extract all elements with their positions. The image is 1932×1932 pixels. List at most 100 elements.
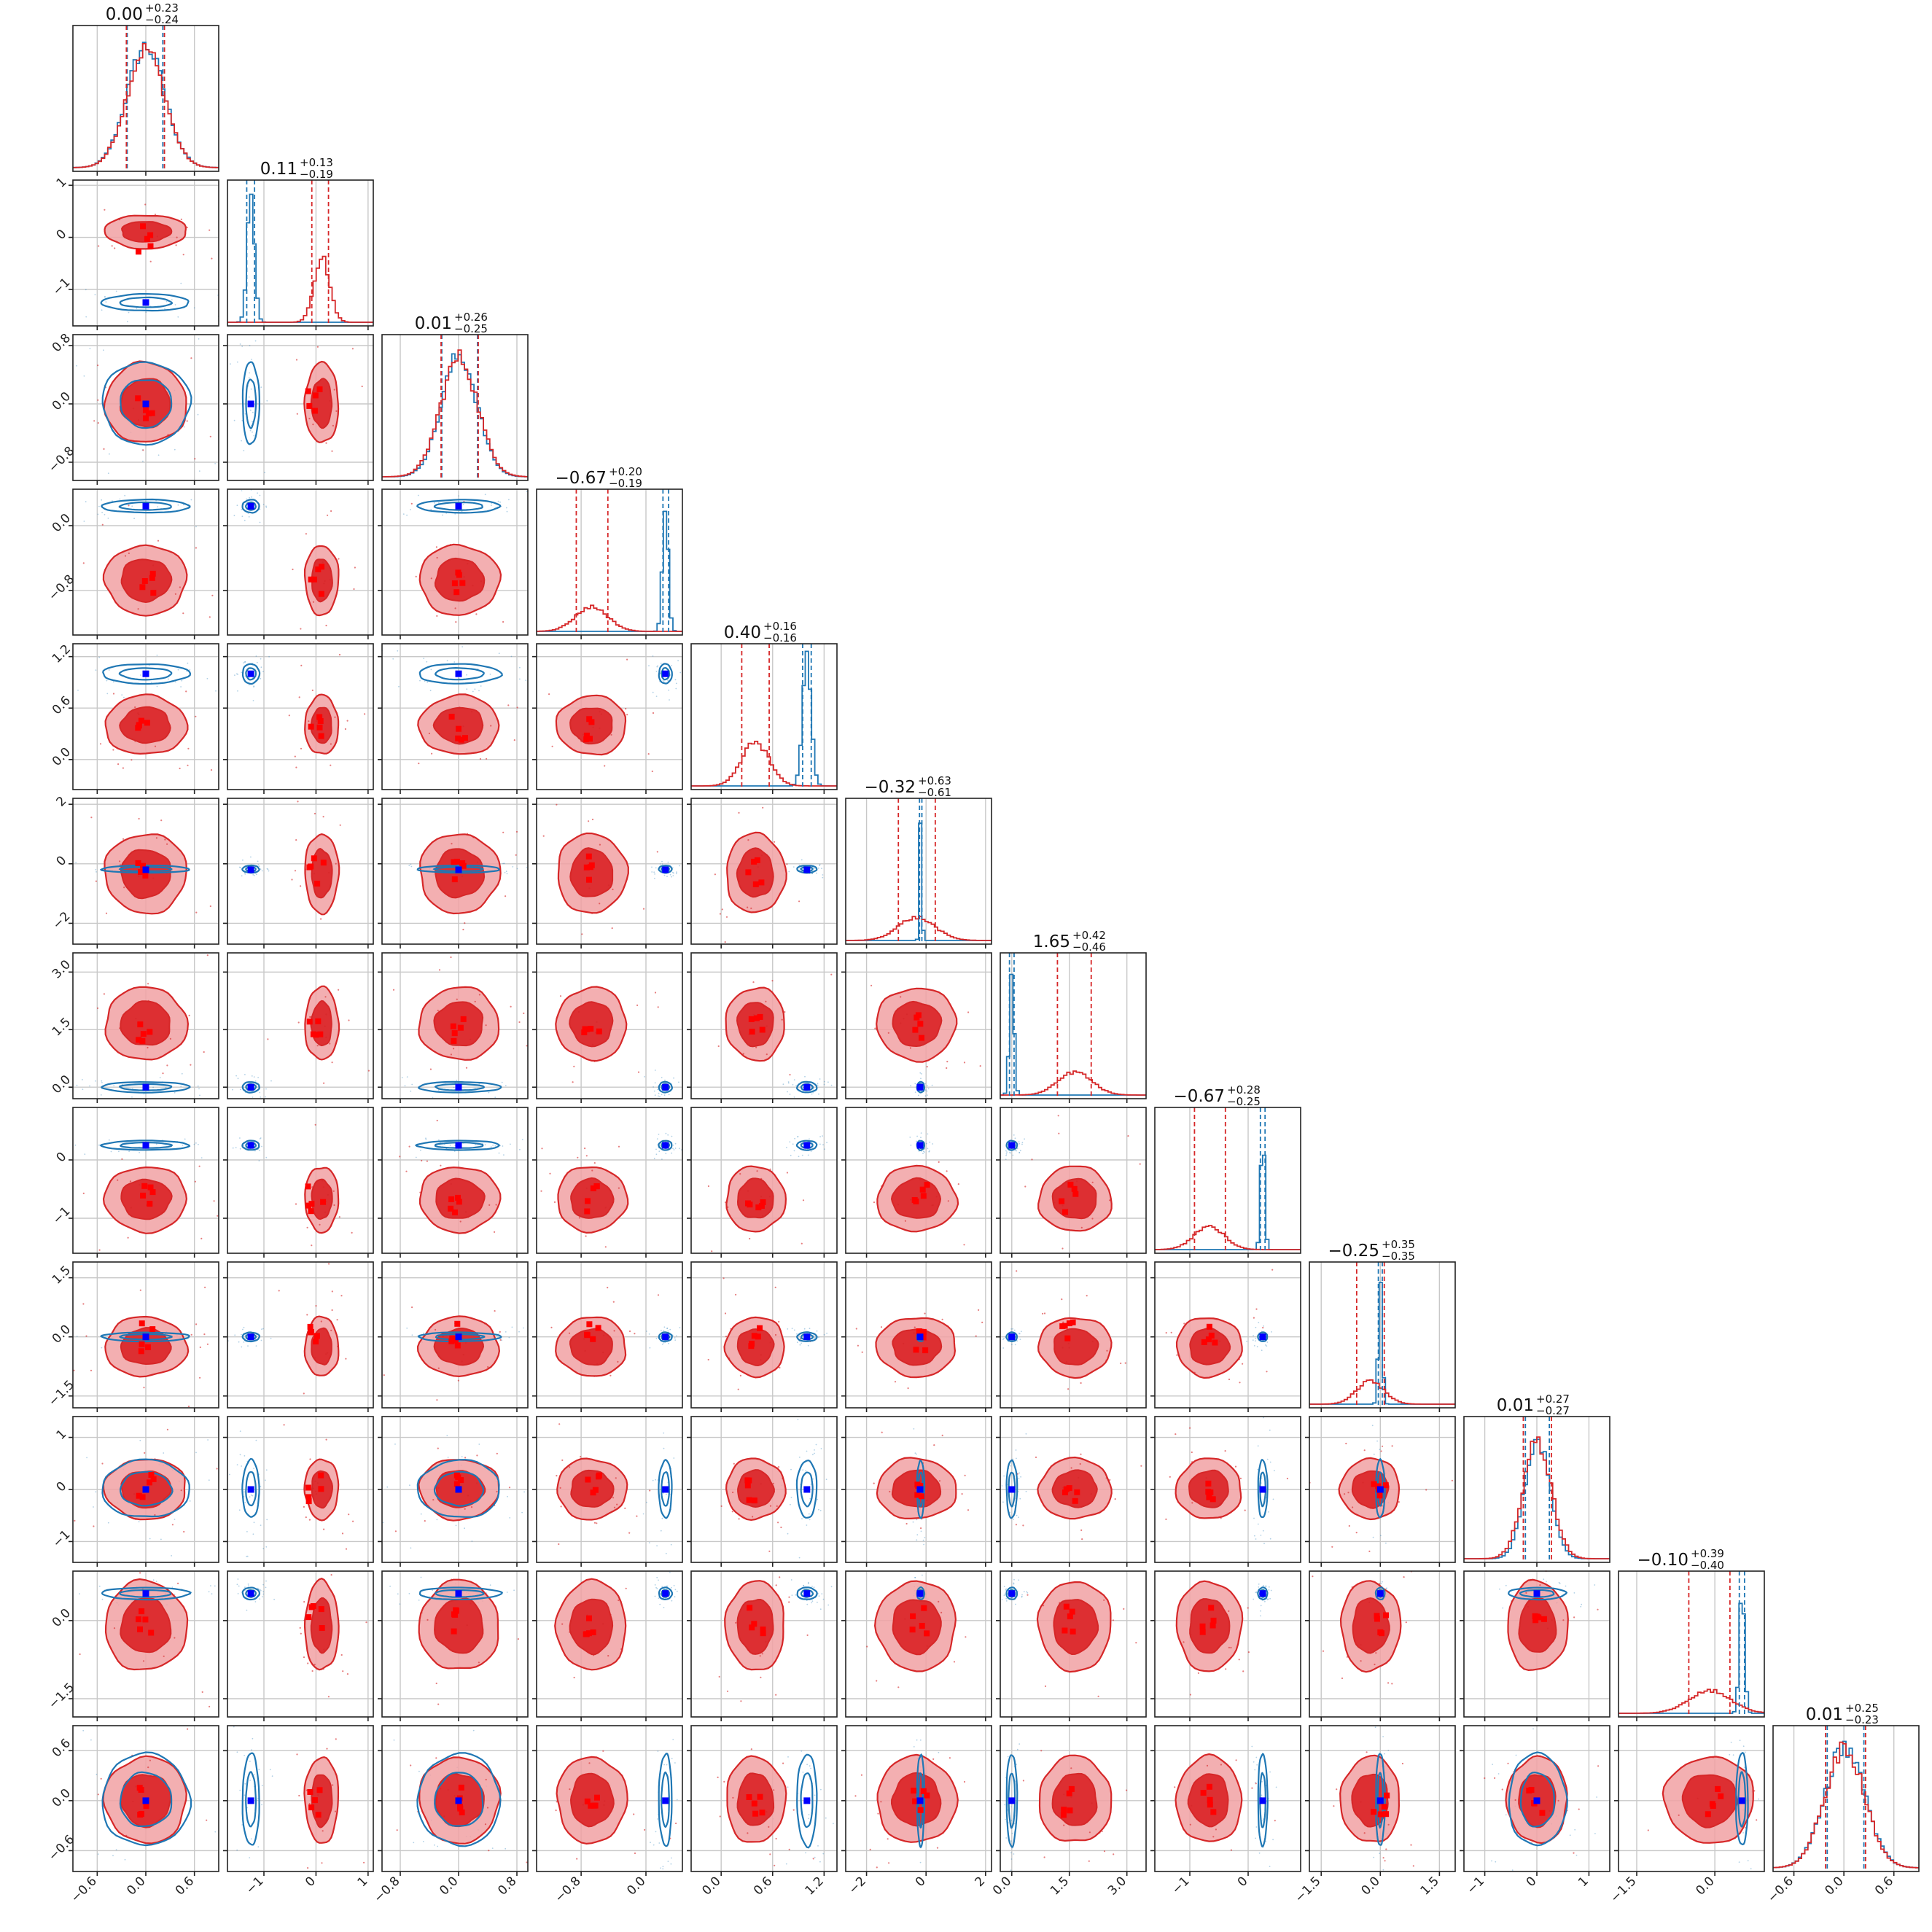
sample-point-a xyxy=(135,1518,137,1520)
sample-point-a xyxy=(556,1475,558,1477)
sample-point-a xyxy=(494,1310,496,1312)
contour-b-inner xyxy=(661,1471,670,1507)
sample-point-a xyxy=(300,747,303,749)
sample-point-a xyxy=(1091,1181,1094,1183)
sample-point-b xyxy=(244,1502,246,1503)
marker-a xyxy=(320,1199,327,1205)
panel-9-0: −101 xyxy=(50,1416,219,1567)
sample-point-b xyxy=(260,677,262,679)
sample-point-a xyxy=(577,1156,579,1158)
sample-point-b xyxy=(810,1767,811,1769)
panel-7-0: −10 xyxy=(50,1107,219,1258)
sample-point-b xyxy=(668,1094,670,1096)
sample-point-a xyxy=(1255,1783,1257,1785)
sample-point-b xyxy=(255,655,257,657)
sample-point-a xyxy=(125,1834,128,1836)
sample-point-a xyxy=(602,1351,604,1354)
sample-point-b xyxy=(914,1083,916,1085)
sample-point-b xyxy=(801,1342,802,1344)
sample-point-a xyxy=(154,214,157,216)
sample-point-a xyxy=(588,820,590,822)
sample-point-b xyxy=(1372,1536,1374,1538)
marker-a xyxy=(1377,1629,1384,1635)
sample-point-a xyxy=(323,1328,325,1330)
sample-point-a xyxy=(1597,1608,1599,1610)
sample-point-a xyxy=(707,1185,710,1188)
sample-point-b xyxy=(523,1491,525,1493)
contour-b-inner xyxy=(245,378,257,429)
sample-point-a xyxy=(195,911,198,914)
marker-a xyxy=(1718,1793,1724,1799)
marker-a xyxy=(454,1320,461,1327)
sample-point-a xyxy=(1035,1456,1037,1458)
sample-point-b xyxy=(260,1137,262,1139)
sample-point-b xyxy=(1559,1583,1561,1585)
sample-point-b xyxy=(187,662,189,664)
sample-point-b xyxy=(1543,1578,1545,1581)
sample-point-a xyxy=(320,1320,322,1323)
panel-3-1 xyxy=(223,488,374,639)
sample-point-b xyxy=(807,1583,809,1585)
sample-point-b xyxy=(920,1078,922,1080)
panel-5-2 xyxy=(378,798,529,949)
sample-point-a xyxy=(730,1328,732,1330)
contour-b-inner xyxy=(435,1589,485,1598)
sample-point-a xyxy=(203,1333,206,1336)
sample-point-a xyxy=(177,1582,179,1584)
marker-a xyxy=(745,869,752,876)
sample-point-a xyxy=(486,757,488,760)
panel-title-median: 0.01 xyxy=(1497,1396,1534,1415)
sample-point-b xyxy=(410,1090,412,1092)
x-tick-label: 0 xyxy=(1524,1874,1540,1890)
sample-point-b xyxy=(211,1593,213,1595)
sample-point-a xyxy=(609,1374,612,1376)
sample-point-a xyxy=(1322,1650,1325,1652)
marker-a xyxy=(142,1616,149,1623)
marker-a xyxy=(594,1794,600,1801)
sample-point-b xyxy=(259,1598,261,1600)
sample-point-b xyxy=(1018,1332,1020,1334)
sample-point-a xyxy=(1105,1477,1107,1479)
sample-point-b xyxy=(655,867,657,869)
sample-point-b xyxy=(1013,1329,1016,1331)
sample-point-a xyxy=(772,1482,774,1484)
sample-point-b xyxy=(394,1444,396,1445)
marker-a xyxy=(318,591,324,597)
panel-frame xyxy=(536,1107,683,1254)
marker-a xyxy=(920,1334,927,1341)
sample-point-a xyxy=(488,1850,490,1852)
sample-point-b xyxy=(653,1090,655,1092)
panel-title-median: 1.65 xyxy=(1033,932,1070,951)
marker-b xyxy=(1533,1797,1540,1804)
sample-point-a xyxy=(1225,1668,1227,1670)
sample-point-b xyxy=(250,1838,252,1840)
marker-a xyxy=(451,1030,458,1037)
sample-point-b xyxy=(815,1444,817,1446)
sample-point-a xyxy=(591,1043,594,1045)
marker-b xyxy=(142,1797,149,1804)
sample-point-b xyxy=(1272,1839,1274,1841)
marker-a xyxy=(147,1184,154,1191)
sample-point-a xyxy=(905,1522,908,1525)
sample-point-a xyxy=(1067,1388,1070,1390)
marker-a xyxy=(911,1788,917,1794)
sample-point-a xyxy=(1106,1349,1108,1352)
sample-point-b xyxy=(206,677,209,679)
sample-point-b xyxy=(241,490,243,491)
panel-10-0: −1.50.0 xyxy=(46,1570,219,1721)
marker-a xyxy=(308,1208,314,1215)
sample-point-a xyxy=(311,1186,313,1188)
panel-2-0: −0.80.00.8 xyxy=(46,331,219,485)
sample-point-a xyxy=(82,1192,85,1194)
panel-frame xyxy=(1000,952,1147,1099)
sample-point-a xyxy=(1255,1308,1258,1310)
sample-point-a xyxy=(90,817,93,819)
sample-point-a xyxy=(490,725,492,727)
panel-frame xyxy=(536,798,683,945)
marker-a xyxy=(458,1784,464,1791)
marker-a xyxy=(137,1626,143,1632)
marker-a xyxy=(1060,1812,1067,1818)
sample-point-b xyxy=(415,1156,417,1158)
sample-point-b xyxy=(671,871,674,873)
sample-point-b xyxy=(424,680,426,682)
